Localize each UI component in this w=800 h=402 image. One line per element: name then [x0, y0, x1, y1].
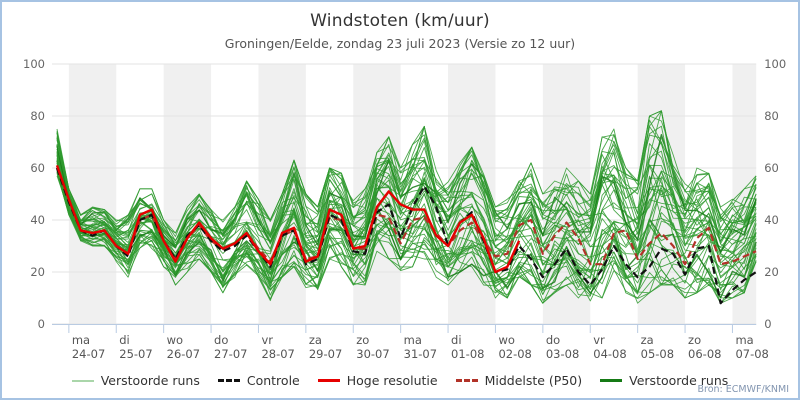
legend-item: Controle — [217, 373, 300, 388]
y-tick-label-left: 80 — [30, 109, 45, 123]
legend-item: Middelste (P50) — [455, 373, 583, 388]
day-band — [68, 64, 117, 324]
legend-item: Hoge resolutie — [317, 373, 438, 388]
chart-title: Windstoten (km/uur) — [310, 11, 490, 31]
x-day-label: di — [119, 333, 130, 347]
legend-label: Hoge resolutie — [346, 373, 438, 388]
chart-subtitle: Groningen/Eelde, zondag 23 juli 2023 (Ve… — [224, 36, 576, 51]
ensemble-member-line — [56, 159, 757, 296]
y-tick-label-right: 80 — [764, 109, 779, 123]
ensemble-member-line — [56, 171, 757, 304]
ensemble-member-line — [56, 110, 757, 234]
ensemble-member-line — [56, 170, 757, 300]
y-tick-label-right: 60 — [764, 161, 779, 175]
legend-label: Verstoorde runs — [629, 373, 729, 388]
x-day-label: ma — [404, 333, 422, 347]
x-day-label: di — [451, 333, 462, 347]
y-tick-label-right: 40 — [764, 213, 779, 227]
ensemble-member-line — [56, 133, 757, 254]
legend-item: Verstoorde runs — [71, 373, 200, 388]
y-tick-label-left: 40 — [30, 213, 45, 227]
x-date-label: 05-08 — [641, 347, 674, 361]
x-date-label: 07-08 — [735, 347, 768, 361]
x-date-label: 04-08 — [593, 347, 626, 361]
legend-swatch-solid-thin — [71, 379, 94, 382]
legend-swatch-solid — [600, 379, 623, 382]
legend-label: Middelste (P50) — [484, 373, 583, 388]
x-date-label: 25-07 — [119, 347, 152, 361]
x-date-label: 06-08 — [688, 347, 721, 361]
y-tick-label-right: 20 — [764, 265, 779, 279]
x-day-label: zo — [688, 333, 701, 347]
legend-swatch-dashed — [217, 379, 240, 382]
x-date-label: 24-07 — [72, 347, 105, 361]
x-date-label: 29-07 — [309, 347, 342, 361]
ensemble-member-line — [56, 119, 757, 237]
y-tick-label-left: 0 — [38, 317, 45, 331]
x-date-label: 28-07 — [261, 347, 294, 361]
x-day-label: vr — [593, 333, 605, 347]
x-day-label: za — [309, 333, 322, 347]
x-date-label: 26-07 — [167, 347, 200, 361]
ensemble-member-line — [56, 158, 757, 274]
x-day-label: ma — [735, 333, 753, 347]
legend-item: Verstoorde runs — [600, 373, 728, 388]
x-day-label: zo — [356, 333, 369, 347]
x-date-label: 03-08 — [546, 347, 579, 361]
x-day-label: wo — [498, 333, 514, 347]
x-day-label: wo — [167, 333, 183, 347]
x-date-label: 02-08 — [498, 347, 531, 361]
x-day-label: ma — [72, 333, 90, 347]
legend-label: Controle — [246, 373, 300, 388]
x-date-label: 01-08 — [451, 347, 484, 361]
y-tick-label-left: 20 — [30, 265, 45, 279]
x-day-label: do — [214, 333, 228, 347]
ensemble-member-line — [56, 155, 757, 290]
ensemble-member-line — [56, 136, 757, 249]
legend-swatch-solid — [317, 379, 340, 382]
x-day-label: do — [546, 333, 560, 347]
x-date-label: 27-07 — [214, 347, 247, 361]
day-band — [163, 64, 212, 324]
ensemble-member-line — [56, 130, 757, 245]
chart-legend: Verstoorde runs Controle Hoge resolutie Mid… — [2, 372, 798, 388]
x-day-label: za — [641, 333, 654, 347]
legend-label: Verstoorde runs — [100, 373, 200, 388]
hires-line — [55, 165, 521, 274]
y-tick-label-right: 0 — [764, 317, 771, 331]
y-tick-label-left: 100 — [23, 57, 45, 71]
x-date-label: 31-07 — [404, 347, 437, 361]
x-day-label: vr — [261, 333, 273, 347]
source-credit: Bron: ECMWF/KNMI — [697, 384, 790, 395]
ensemble-member-line — [56, 134, 757, 234]
legend-swatch-dashed — [455, 379, 478, 382]
y-tick-label-left: 60 — [30, 161, 45, 175]
ensemble-member-line — [56, 125, 757, 242]
y-tick-label-right: 100 — [764, 57, 786, 71]
x-date-label: 30-07 — [356, 347, 389, 361]
